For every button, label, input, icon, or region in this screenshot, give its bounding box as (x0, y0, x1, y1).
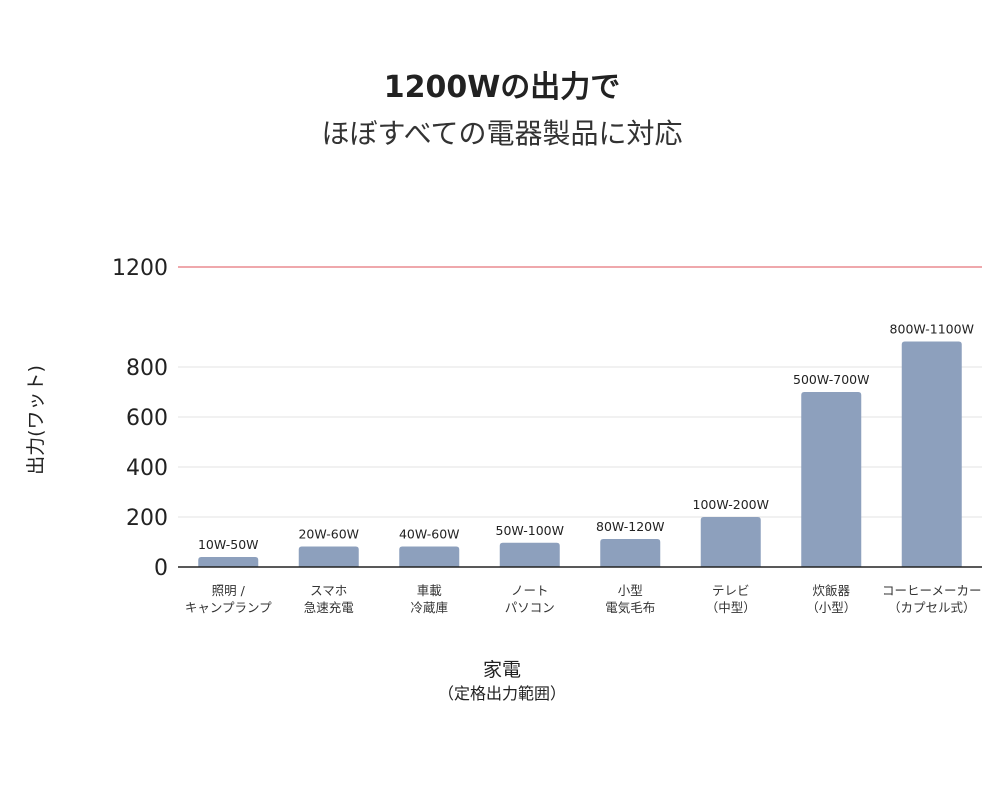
bar-value-label: 20W-60W (298, 527, 359, 542)
x-category-label: 車載 (417, 583, 443, 598)
bar (399, 546, 460, 567)
x-category-label: キャンプランプ (185, 600, 272, 615)
bar (901, 341, 962, 567)
y-tick-label: 1200 (112, 256, 168, 281)
y-tick-label: 600 (126, 406, 168, 431)
y-tick-label: 400 (126, 456, 168, 481)
chart-title-line-1: 1200Wの出力で (384, 70, 621, 105)
bar-value-label: 50W-100W (496, 523, 565, 538)
gridlines (178, 266, 982, 518)
bar-value-label: 800W-1100W (890, 322, 974, 337)
bar-value-label: 80W-120W (596, 519, 665, 534)
bar (298, 546, 359, 567)
x-category-label: テレビ (712, 583, 750, 598)
bar-value-label: 10W-50W (198, 537, 259, 552)
bar-value-label: 100W-200W (693, 497, 769, 512)
x-category-label: パソコン (505, 600, 555, 615)
bar (499, 542, 560, 567)
x-category-label: （カプセル式） (888, 600, 976, 615)
x-category-label: 電気毛布 (605, 600, 655, 615)
y-tick-label: 0 (154, 556, 168, 581)
x-category-label: （小型） (806, 600, 856, 615)
x-category-label: 照明 / (212, 583, 246, 598)
x-category-label: 炊飯器 (812, 583, 850, 598)
bar-value-labels: 10W-50W 20W-60W 40W-60W 50W-100W 80W-120W 100… (198, 322, 974, 553)
y-tick-label: 200 (126, 506, 168, 531)
y-axis-tick-labels: 0 200 400 600 800 1200 (112, 256, 168, 581)
y-axis-title: 出力(ワット) (25, 365, 47, 475)
x-axis-title: 家電 (483, 659, 521, 681)
x-axis-subtitle: （定格出力範囲） (438, 684, 566, 703)
bar-value-label: 500W-700W (793, 372, 869, 387)
bar (700, 517, 761, 567)
bar-value-label: 40W-60W (399, 527, 460, 542)
x-category-label: スマホ (310, 583, 347, 598)
bars (198, 341, 962, 567)
x-category-label: （中型） (706, 600, 756, 615)
y-tick-label: 800 (126, 356, 168, 381)
bar (600, 539, 661, 567)
x-category-label: ノート (511, 583, 549, 598)
bar (198, 557, 259, 567)
chart-title-line-2: ほぼすべての電器製品に対応 (322, 117, 683, 150)
x-category-label: コーヒーメーカー (882, 583, 982, 598)
bar (801, 392, 862, 567)
x-category-label: 小型 (618, 583, 643, 598)
x-category-label: 冷蔵庫 (410, 600, 448, 615)
x-category-label: 急速充電 (304, 600, 355, 615)
